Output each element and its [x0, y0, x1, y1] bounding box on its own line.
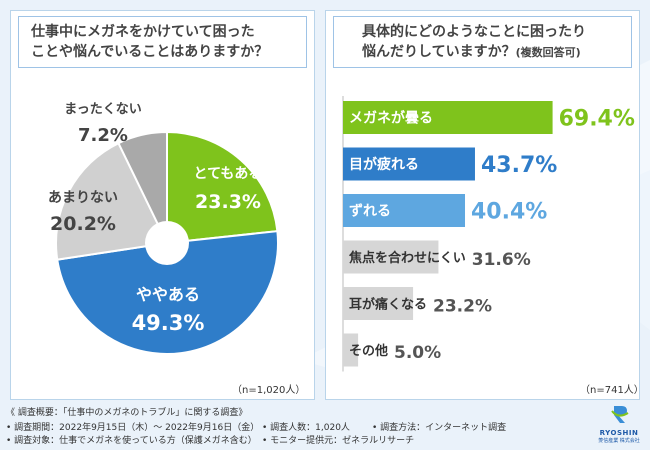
bar-value-6: 5.0%: [394, 343, 441, 363]
pie-slice-2: [56, 230, 279, 355]
bar-label-6: その他: [349, 343, 388, 359]
bar-value-3: 40.4%: [471, 200, 547, 225]
right-n-label: （n=741人）: [580, 385, 644, 396]
survey-footer: 《 調査概要：「仕事中のメガネのトラブル」に関する調査》 • 調査期間：2022…: [0, 400, 650, 450]
survey-target: • 調査対象：仕事でメガネを使っている方（保護メガネ含む）: [6, 436, 257, 446]
survey-count: • 調査人数：1,020人: [262, 423, 350, 433]
bar-label-3: ずれる: [349, 203, 391, 220]
survey-provider: • モニター提供元：ゼネラルリサーチ: [262, 436, 415, 446]
survey-title: 《 調査概要：「仕事中のメガネのトラブル」に関する調査》: [6, 408, 248, 418]
pie-label-1: とてもある: [194, 166, 263, 182]
left-question: 仕事中にメガネをかけていて困った ことや悩んでいることはありますか？: [18, 16, 307, 68]
right-question-note: (複数回答可): [515, 46, 581, 59]
pie-slice-1: [166, 130, 279, 245]
pie-value-1: 23.3%: [195, 191, 261, 213]
left-n-label: （n=1,020人）: [232, 385, 306, 396]
pie-slice-3: [55, 141, 169, 261]
survey-period: • 調査期間：2022年9月15日（木）～ 2022年9月16日（金）: [6, 423, 260, 433]
right-question: 具体的にどのようなことに困ったり 悩んだりしていますか？(複数回答可): [333, 16, 632, 68]
bar-label-1: メガネが曇る: [349, 110, 433, 127]
bar-4: [343, 240, 439, 274]
bar-label-2: 目が疲れる: [349, 156, 419, 173]
left-question-line1: 仕事中にメガネをかけていて困った: [31, 24, 255, 40]
bar-1: [343, 101, 553, 134]
bar-3: [343, 194, 466, 227]
bar-value-2: 43.7%: [481, 153, 557, 178]
survey-method: • 調査方法：インターネット調査: [372, 423, 507, 433]
bar-value-5: 23.2%: [433, 297, 492, 317]
pie-slice-4: [117, 130, 168, 244]
left-question-line2: ことや悩んでいることはありますか？: [31, 44, 269, 60]
logo-sub: 菱信産業 株式会社: [598, 438, 640, 444]
pie-label-2: ややある: [136, 285, 200, 304]
pie-value-3: 20.2%: [50, 213, 116, 235]
pie-value-4: 7.2%: [78, 125, 128, 146]
logo-name: RYOSHIN: [599, 429, 639, 437]
pie-center-hole: [145, 221, 189, 265]
bar-label-5: 耳が痛くなる: [349, 297, 427, 313]
bar-5: [343, 287, 414, 320]
ryoshin-logo-mark-icon: [611, 406, 629, 423]
bar-label-4: 焦点を合わせにくい: [348, 250, 466, 266]
pie-value-2: 49.3%: [132, 311, 205, 335]
bar-2: [343, 147, 475, 181]
right-question-line2: 悩んだりしていますか？: [362, 44, 516, 60]
bar-value-1: 69.4%: [559, 107, 635, 132]
company-logo: RYOSHIN 菱信産業 株式会社: [596, 403, 642, 447]
pie-label-4: まったくない: [64, 102, 141, 117]
right-question-line1: 具体的にどのようなことに困ったり: [362, 24, 586, 40]
pie-label-3: あまりない: [48, 190, 118, 206]
bar-value-4: 31.6%: [472, 250, 531, 270]
bar-6: [343, 333, 359, 367]
